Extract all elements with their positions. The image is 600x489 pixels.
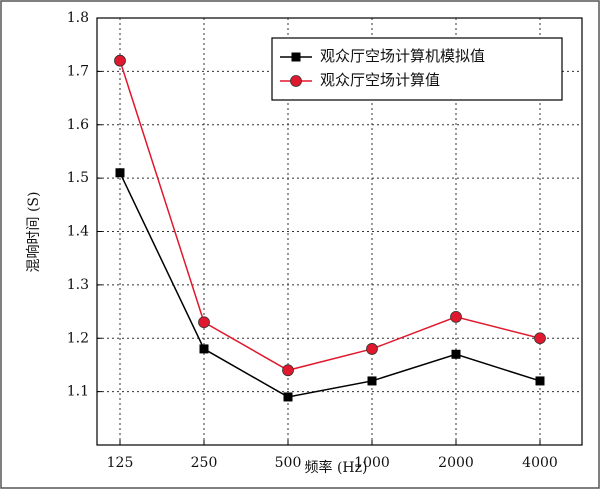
- legend-label: 观众厅空场计算机模拟值: [320, 47, 485, 65]
- marker: [115, 168, 125, 178]
- y-tick-label: 1.5: [67, 170, 89, 186]
- plot-area: [96, 17, 583, 446]
- marker: [534, 332, 546, 345]
- y-tick-label: 1.4: [67, 224, 89, 240]
- legend-label: 观众厅空场计算值: [320, 71, 440, 89]
- y-tick-label: 1.6: [67, 117, 89, 133]
- marker: [366, 343, 378, 355]
- y-tick-label: 1.1: [67, 384, 89, 400]
- x-tick-label: 125: [107, 455, 134, 471]
- series-line: [119, 172, 541, 398]
- y-axis-label: 混响时间 (S): [26, 192, 42, 273]
- marker: [451, 349, 461, 359]
- x-tick-label: 4000: [522, 455, 558, 471]
- legend-marker: [290, 75, 302, 87]
- x-tick-label: 1000: [354, 455, 390, 471]
- marker: [367, 376, 377, 386]
- marker: [114, 54, 126, 67]
- marker: [450, 310, 462, 323]
- y-tick-label: 1.2: [67, 330, 89, 346]
- marker: [282, 364, 294, 377]
- marker: [535, 376, 545, 386]
- y-tick-label: 1.7: [67, 63, 89, 79]
- series-line: [119, 60, 541, 372]
- x-tick-label: 500: [275, 455, 302, 471]
- x-tick-label: 2000: [438, 455, 474, 471]
- y-tick-label: 1.3: [67, 277, 89, 293]
- marker: [199, 344, 209, 354]
- y-tick-label: 1.8: [67, 10, 89, 26]
- legend-marker: [291, 52, 301, 62]
- x-tick-label: 250: [191, 455, 218, 471]
- legend-box: [271, 37, 563, 101]
- x-axis-label: 频率 (Hz): [305, 459, 368, 476]
- marker: [283, 392, 293, 402]
- marker: [198, 316, 210, 329]
